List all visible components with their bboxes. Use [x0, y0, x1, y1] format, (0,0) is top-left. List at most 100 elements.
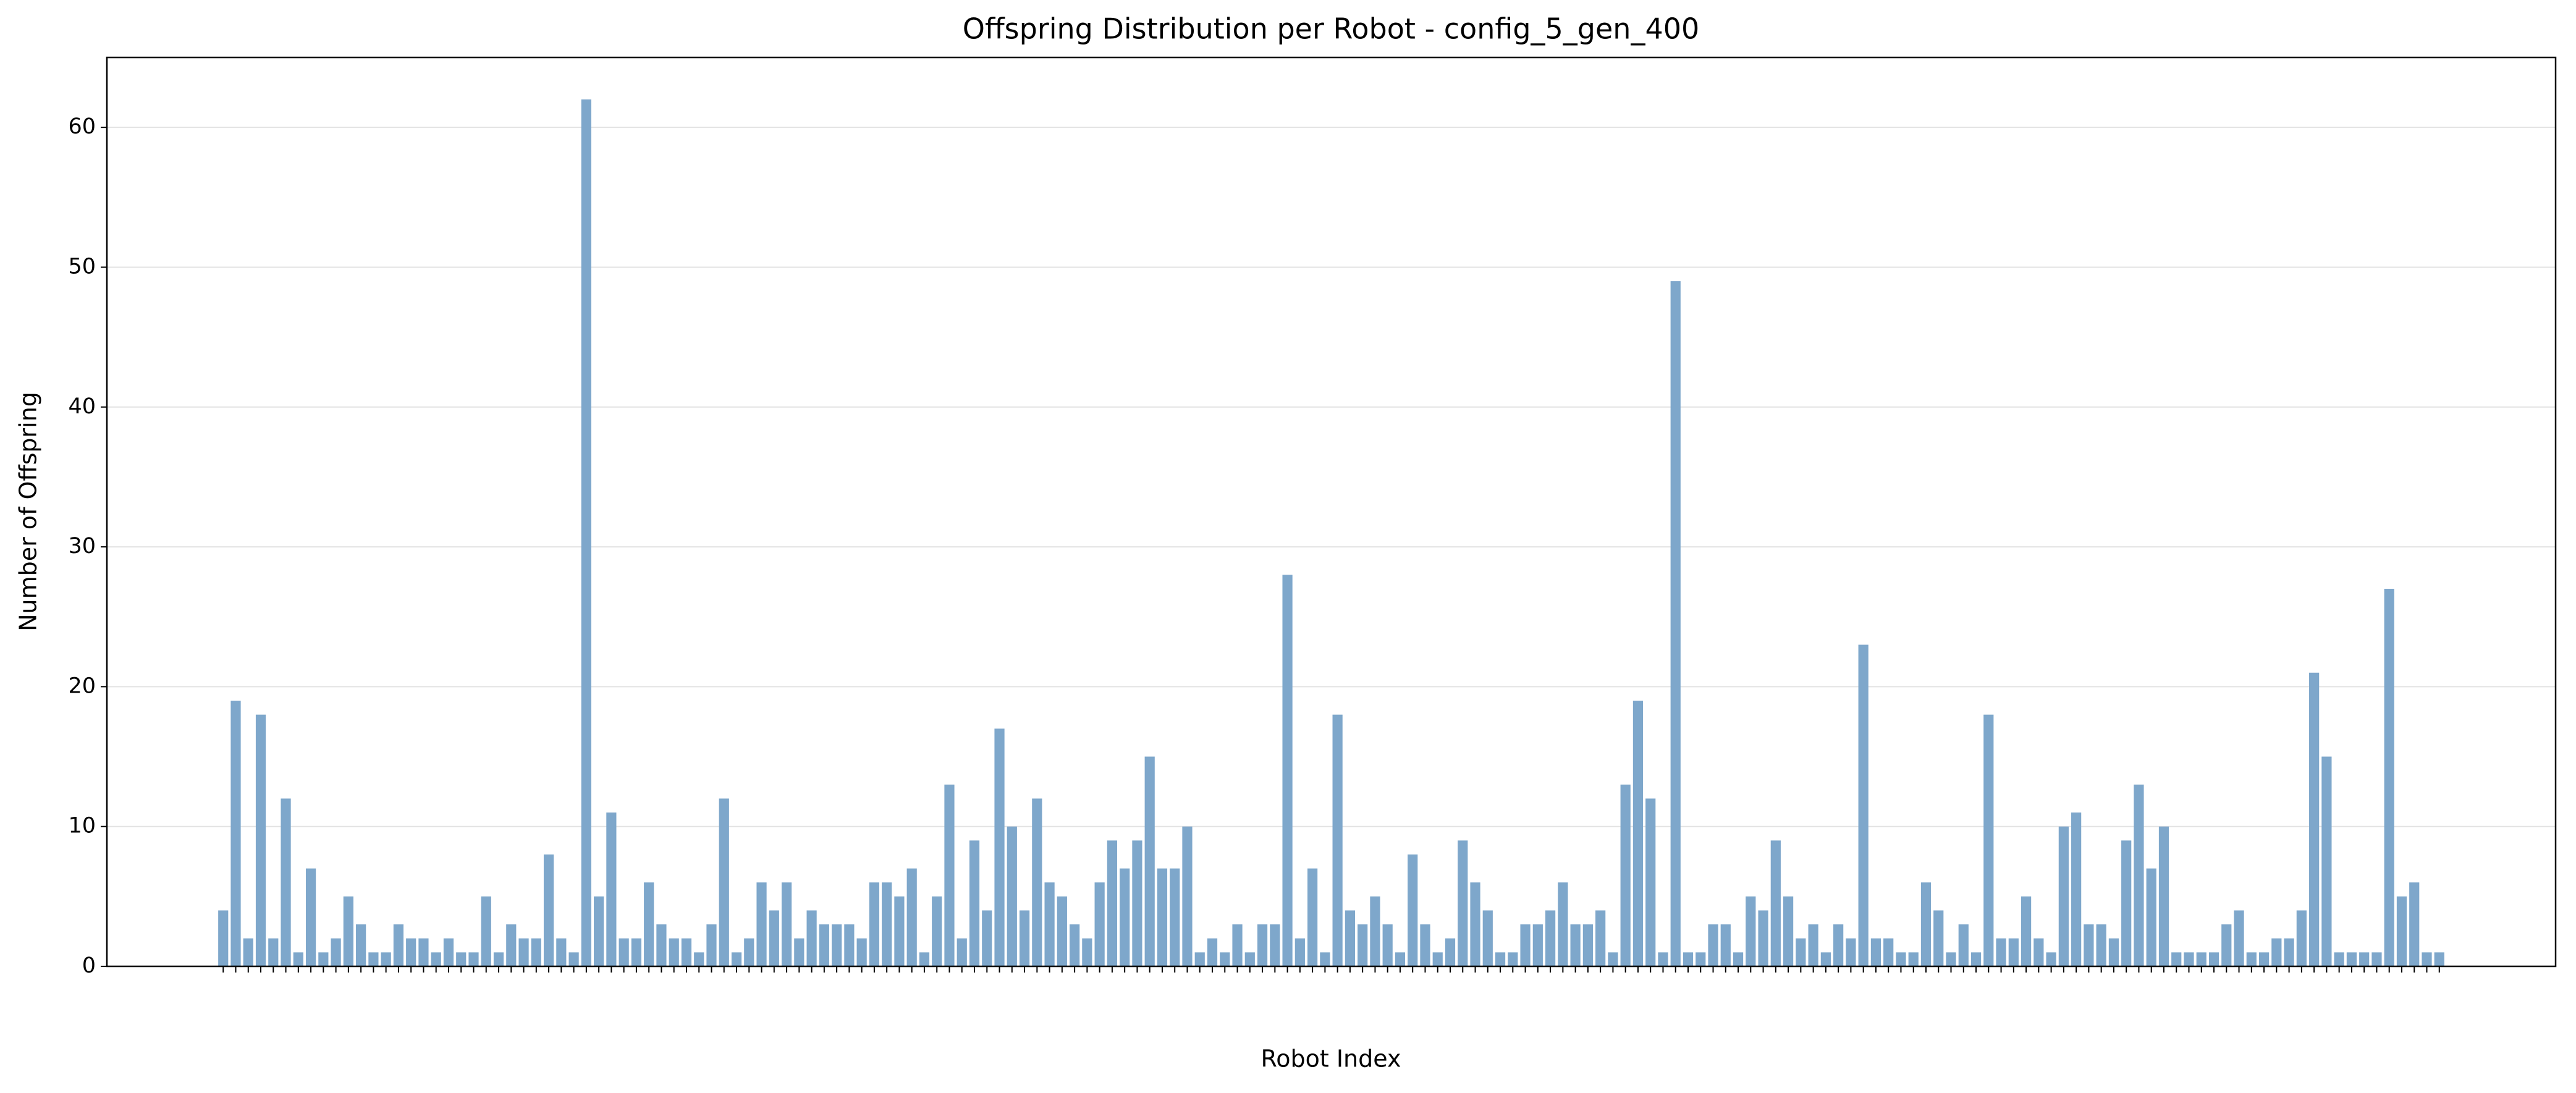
x-axis-label: Robot Index [1261, 1045, 1401, 1073]
bar [832, 924, 842, 966]
bar [1570, 924, 1581, 966]
bar [2334, 952, 2344, 966]
bar [1996, 938, 2006, 966]
bar [1532, 924, 1543, 966]
bar [1820, 952, 1831, 966]
bar [1970, 952, 1982, 966]
bar [556, 938, 567, 966]
bar [932, 896, 942, 966]
bar [794, 938, 804, 966]
bar [1933, 910, 1944, 966]
bar [882, 882, 892, 966]
bar [1883, 938, 1894, 966]
bar [1220, 952, 1230, 966]
bar [806, 910, 817, 966]
bar [331, 938, 341, 966]
bar [243, 938, 253, 966]
bar [681, 938, 692, 966]
bar [1358, 924, 1368, 966]
bar [255, 714, 266, 966]
bar [1582, 924, 1593, 966]
bar [869, 882, 880, 966]
y-axis-label: Number of Offspring [15, 392, 42, 631]
bar [568, 952, 579, 966]
bar [1758, 910, 1768, 966]
bar [356, 924, 366, 966]
bar [305, 868, 316, 966]
chart-title: Offspring Distribution per Robot - confi… [963, 12, 1700, 46]
bar [1658, 952, 1668, 966]
y-tick-label: 50 [68, 254, 96, 279]
bar [393, 924, 404, 966]
bar [919, 952, 930, 966]
bar [1783, 896, 1794, 966]
bar [1708, 924, 1718, 966]
bar [1132, 840, 1142, 966]
bar [1320, 952, 1330, 966]
bar [2108, 938, 2119, 966]
bar [644, 882, 654, 966]
bar [418, 938, 429, 966]
bar [1696, 952, 1706, 966]
bar [1345, 910, 1355, 966]
bar [1896, 952, 1906, 966]
bar [2321, 756, 2332, 966]
bar [1307, 868, 1318, 966]
bar [1207, 938, 1218, 966]
bar [1595, 910, 1606, 966]
bar [1608, 952, 1618, 966]
bar [2346, 952, 2357, 966]
bar [293, 952, 303, 966]
bar [1044, 882, 1055, 966]
bar [2196, 952, 2206, 966]
bar [756, 882, 767, 966]
bar [230, 701, 241, 966]
bar [856, 938, 867, 966]
bar [2158, 826, 2169, 966]
bar [1032, 798, 1042, 966]
bar [994, 728, 1005, 966]
bar [1983, 714, 1994, 966]
bar [381, 952, 391, 966]
bar [2146, 868, 2156, 966]
bar [1157, 868, 1168, 966]
bar [268, 938, 279, 966]
bar [2396, 896, 2407, 966]
bar [1495, 952, 1506, 966]
bar [1395, 952, 1406, 966]
bar [218, 910, 229, 966]
y-tick-label: 30 [68, 534, 96, 559]
bar [1408, 854, 1418, 966]
bar [431, 952, 441, 966]
bar [468, 952, 479, 966]
bar [1620, 784, 1631, 966]
bar [2134, 784, 2144, 966]
bar [944, 784, 955, 966]
bar [1482, 910, 1493, 966]
bar [594, 896, 604, 966]
bar [844, 924, 855, 966]
bar [1282, 575, 1293, 966]
bar [1870, 938, 1881, 966]
bar [368, 952, 379, 966]
bar [1382, 924, 1393, 966]
bar [956, 938, 967, 966]
bar [706, 924, 717, 966]
bar [1082, 938, 1092, 966]
bar [1770, 840, 1781, 966]
bar [1558, 882, 1568, 966]
bar [1007, 826, 1017, 966]
bar [982, 910, 992, 966]
y-tick-label: 0 [82, 953, 96, 978]
bar [2033, 938, 2044, 966]
bar [2409, 882, 2420, 966]
bar [1733, 952, 1744, 966]
bar [1458, 840, 1468, 966]
bar [1232, 924, 1243, 966]
bar [631, 938, 642, 966]
bar [656, 924, 667, 966]
bar [731, 952, 742, 966]
bar [694, 952, 704, 966]
y-tick-label: 60 [68, 114, 96, 139]
